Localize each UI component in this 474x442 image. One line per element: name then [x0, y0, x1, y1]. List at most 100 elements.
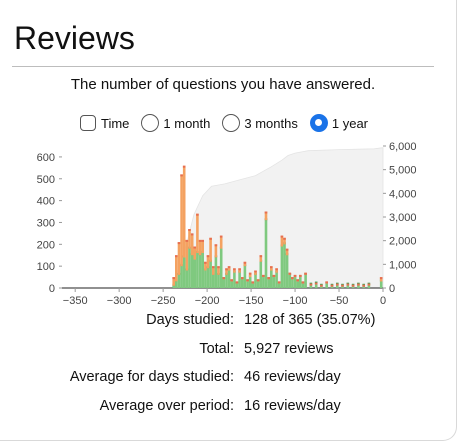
bar-young-cap [212, 266, 215, 269]
bar-mature [285, 255, 289, 288]
bar-mature [254, 274, 257, 288]
bar-young [175, 255, 178, 282]
x-tick-label: −350 [63, 295, 88, 307]
bar-young-cap [206, 255, 210, 258]
option-1-month-label: 1 month [163, 115, 211, 131]
bar-young [285, 248, 289, 256]
3-months-radio[interactable] [222, 114, 241, 132]
bar-young-cap [304, 272, 307, 275]
y-left-tick-label: 0 [49, 283, 55, 295]
bar-young-cap [267, 277, 270, 280]
stat-value: 128 of 365 (35.07%) [244, 312, 376, 328]
bar-young-cap [262, 274, 265, 277]
bar-mature [241, 279, 244, 288]
bar-mature [243, 266, 247, 288]
cumulative-area [171, 147, 384, 289]
y-right-tick-label: 1,000 [389, 259, 417, 271]
stat-label: Total: [199, 341, 234, 357]
bar-mature [341, 285, 344, 288]
y-left-tick-label: 200 [37, 239, 55, 251]
bar-mature [296, 281, 299, 288]
bar-young-cap [209, 237, 212, 240]
bar-young-cap [288, 272, 292, 275]
bar-mature [320, 285, 323, 288]
bar-mature [346, 284, 350, 288]
bar-young [275, 268, 278, 273]
bar-mature [362, 285, 365, 288]
stat-value: 16 reviews/day [244, 398, 341, 414]
bar-mature [280, 246, 284, 288]
y-left-tick-label: 100 [37, 261, 55, 273]
stat-label: Days studied: [146, 312, 234, 328]
bar-young-cap [325, 281, 328, 284]
stat-label: Average over period: [99, 398, 234, 414]
bar-young [280, 235, 284, 247]
stat-value: 5,927 reviews [244, 341, 334, 357]
bar-young [190, 233, 194, 256]
y-left-tick-label: 400 [37, 196, 55, 208]
bar-young-cap [367, 283, 371, 286]
bar-young-cap [235, 281, 239, 284]
option-time[interactable]: Time [80, 115, 129, 131]
x-tick-label: −50 [330, 295, 349, 307]
y-right-tick-label: 3,000 [389, 212, 417, 224]
bar-mature [246, 281, 249, 288]
bar-young [201, 239, 204, 253]
option-3-months[interactable]: 3 months [222, 114, 298, 132]
bar-mature [367, 284, 371, 288]
bar-young-cap [357, 283, 360, 286]
bar-young-cap [185, 239, 189, 242]
bar-young [259, 255, 263, 262]
bar-mature [309, 284, 313, 288]
page-title: Reviews [14, 20, 135, 56]
bar-young [270, 266, 273, 271]
bar-mature [299, 277, 302, 288]
bar-mature [227, 270, 231, 288]
bar-young-cap [222, 277, 226, 280]
bar-young [254, 270, 257, 275]
bar-young-cap [280, 235, 284, 238]
bar-mature [175, 281, 178, 288]
bar-young [233, 268, 236, 273]
x-tick-label: 0 [380, 295, 386, 307]
bar-young-cap [351, 284, 355, 287]
bar-mature [357, 284, 360, 288]
bar-mature [277, 283, 281, 288]
reviews-card: Reviews The number of questions you have… [0, 0, 457, 441]
bar-young-cap [341, 284, 344, 287]
bar-mature [351, 285, 355, 288]
bar-young [238, 268, 241, 273]
bar-young [204, 261, 207, 271]
x-tick-label: −200 [195, 295, 220, 307]
bar-young-cap [227, 266, 231, 269]
bar-young-cap [243, 261, 247, 264]
bar-young-cap [196, 213, 199, 216]
bar-mature [204, 270, 207, 288]
bar-mature [219, 248, 223, 288]
bar-mature [198, 255, 202, 288]
1-month-radio[interactable] [141, 114, 160, 132]
option-1-year-label: 1 year [331, 115, 369, 131]
time-checkbox[interactable] [80, 115, 96, 131]
bar-young [214, 244, 218, 258]
bar-mature [379, 281, 383, 288]
bar-mature [233, 272, 236, 288]
bar-young-cap [301, 281, 305, 284]
range-options: Time 1 month 3 months 1 year [80, 110, 380, 136]
bar-young-cap [256, 279, 260, 282]
bar-young-cap [230, 279, 233, 282]
bar-young [193, 246, 197, 260]
bar-mature [336, 284, 339, 288]
1-year-radio[interactable] [309, 114, 328, 132]
bar-young [177, 242, 181, 275]
bar-young [225, 268, 228, 275]
option-1-month[interactable]: 1 month [141, 114, 210, 132]
bar-young-cap [293, 274, 297, 277]
bar-young-cap [272, 274, 276, 277]
option-1-year[interactable]: 1 year [309, 114, 369, 132]
bar-young-cap [182, 165, 186, 168]
bar-mature [214, 257, 218, 288]
y-right-tick-label: 2,000 [389, 236, 417, 248]
reviews-chart: 0 100 200 300 400 500 600 0 1,000 2,000 3,000 4,000… [37, 141, 417, 307]
bar-mature [225, 274, 228, 288]
